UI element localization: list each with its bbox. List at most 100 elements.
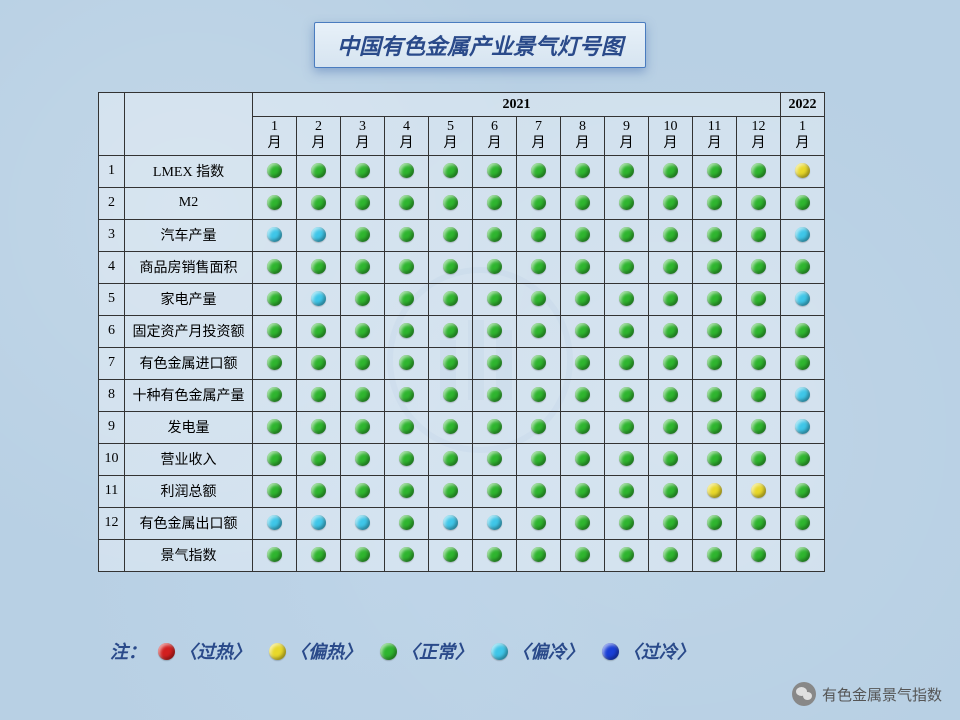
row-index: 6 bbox=[99, 315, 125, 347]
signal-cell bbox=[341, 155, 385, 187]
signal-cell bbox=[781, 475, 825, 507]
signal-cell bbox=[253, 539, 297, 571]
normal-light-icon bbox=[531, 547, 546, 562]
normal-light-icon bbox=[751, 323, 766, 338]
signal-cell bbox=[253, 155, 297, 187]
signal-cell bbox=[341, 379, 385, 411]
normal-light-icon bbox=[311, 387, 326, 402]
normal-light-icon bbox=[663, 451, 678, 466]
normal-light-icon bbox=[487, 387, 502, 402]
signal-cell bbox=[341, 539, 385, 571]
normal-light-icon bbox=[707, 451, 722, 466]
signal-cell bbox=[517, 155, 561, 187]
signal-cell bbox=[781, 219, 825, 251]
row-index: 10 bbox=[99, 443, 125, 475]
hot-light-icon bbox=[795, 163, 810, 178]
normal-light-icon bbox=[707, 291, 722, 306]
normal-light-icon bbox=[751, 291, 766, 306]
normal-light-icon bbox=[443, 195, 458, 210]
signal-cell bbox=[693, 155, 737, 187]
signal-cell bbox=[473, 443, 517, 475]
signal-cell bbox=[649, 283, 693, 315]
signal-cell bbox=[429, 219, 473, 251]
normal-light-icon bbox=[575, 163, 590, 178]
signal-cell bbox=[341, 411, 385, 443]
cold-light-icon bbox=[795, 387, 810, 402]
normal-light-icon bbox=[707, 227, 722, 242]
signal-cell bbox=[649, 187, 693, 219]
normal-light-icon bbox=[795, 259, 810, 274]
signal-cell bbox=[737, 379, 781, 411]
normal-light-icon bbox=[487, 227, 502, 242]
month-header: 9月 bbox=[605, 117, 649, 156]
normal-light-icon bbox=[311, 355, 326, 370]
signal-cell bbox=[341, 443, 385, 475]
signal-cell bbox=[341, 219, 385, 251]
normal-light-icon bbox=[707, 259, 722, 274]
signal-cell bbox=[253, 411, 297, 443]
footer-attribution: 有色金属景气指数 bbox=[792, 682, 942, 706]
row-name: 发电量 bbox=[125, 411, 253, 443]
signal-cell bbox=[473, 475, 517, 507]
month-header: 8月 bbox=[561, 117, 605, 156]
normal-light-icon bbox=[399, 387, 414, 402]
signal-cell bbox=[385, 251, 429, 283]
row-name: 有色金属出口额 bbox=[125, 507, 253, 539]
normal-light-icon bbox=[531, 387, 546, 402]
signal-cell bbox=[649, 251, 693, 283]
signal-cell bbox=[605, 219, 649, 251]
signal-cell bbox=[693, 347, 737, 379]
legend-item: 〈过热〉 bbox=[158, 638, 251, 664]
signal-cell bbox=[473, 379, 517, 411]
signal-cell bbox=[649, 443, 693, 475]
signal-cell bbox=[341, 187, 385, 219]
normal-light-icon bbox=[399, 323, 414, 338]
normal-light-icon bbox=[707, 163, 722, 178]
signal-cell bbox=[737, 539, 781, 571]
normal-light-icon bbox=[355, 227, 370, 242]
signal-table: 2021 2022 1月2月3月4月5月6月7月8月9月10月11月12月1月 … bbox=[98, 92, 825, 572]
cold-light-icon bbox=[311, 291, 326, 306]
normal-light-icon bbox=[531, 419, 546, 434]
normal-light-icon bbox=[443, 355, 458, 370]
normal-light-icon bbox=[707, 323, 722, 338]
normal-light-icon bbox=[575, 483, 590, 498]
cold-light-icon bbox=[311, 515, 326, 530]
normal-light-icon bbox=[443, 323, 458, 338]
normal-light-icon bbox=[707, 355, 722, 370]
normal-light-icon bbox=[311, 547, 326, 562]
normal-light-icon bbox=[663, 387, 678, 402]
normal-light-icon bbox=[751, 227, 766, 242]
signal-cell bbox=[649, 219, 693, 251]
signal-cell bbox=[649, 411, 693, 443]
signal-cell bbox=[693, 539, 737, 571]
signal-cell bbox=[737, 219, 781, 251]
signal-cell bbox=[253, 219, 297, 251]
table-row: 11利润总额 bbox=[99, 475, 825, 507]
signal-cell bbox=[781, 283, 825, 315]
row-index: 3 bbox=[99, 219, 125, 251]
row-name: LMEX 指数 bbox=[125, 155, 253, 187]
normal-light-icon bbox=[707, 515, 722, 530]
month-header: 12月 bbox=[737, 117, 781, 156]
signal-cell bbox=[253, 475, 297, 507]
month-header: 3月 bbox=[341, 117, 385, 156]
signal-cell bbox=[429, 475, 473, 507]
legend-label: 〈偏冷〉 bbox=[512, 638, 584, 664]
row-index: 2 bbox=[99, 187, 125, 219]
signal-cell bbox=[253, 379, 297, 411]
signal-cell bbox=[517, 187, 561, 219]
signal-cell bbox=[561, 411, 605, 443]
row-name: 商品房销售面积 bbox=[125, 251, 253, 283]
normal-light-icon bbox=[751, 451, 766, 466]
signal-cell bbox=[561, 507, 605, 539]
signal-cell bbox=[517, 539, 561, 571]
signal-cell bbox=[561, 347, 605, 379]
signal-cell bbox=[693, 443, 737, 475]
normal-light-icon bbox=[663, 195, 678, 210]
signal-cell bbox=[561, 379, 605, 411]
normal-light-icon bbox=[487, 323, 502, 338]
legend-label: 〈正常〉 bbox=[401, 638, 473, 664]
normal-light-icon bbox=[707, 387, 722, 402]
normal-light-icon bbox=[487, 259, 502, 274]
